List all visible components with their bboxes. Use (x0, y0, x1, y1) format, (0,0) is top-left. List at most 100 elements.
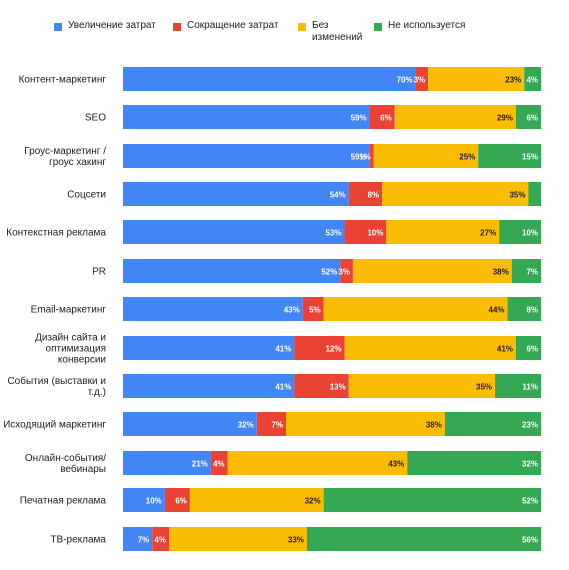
bar-segment (227, 451, 408, 475)
bar-segment (373, 144, 479, 168)
category-label: Онлайн-события/вебинары (25, 452, 106, 475)
data-label: 6% (380, 114, 392, 123)
bar-segment (294, 336, 345, 360)
legend-swatch-increase (54, 23, 62, 31)
bar-segment (294, 374, 349, 398)
legend-label-decrease: Сокращение затрат (187, 20, 279, 31)
bar-segment (507, 297, 541, 321)
data-label: 1% (359, 153, 371, 162)
category-label: Контекстная реклама (6, 228, 106, 239)
data-label: 43% (388, 460, 404, 469)
bar-segment (444, 412, 541, 436)
bar-segment (123, 488, 165, 512)
data-label: 32% (522, 460, 538, 469)
bar-segment (344, 336, 516, 360)
data-label: 29% (497, 114, 513, 123)
data-label: 10% (367, 229, 383, 238)
data-label: 41% (497, 345, 513, 354)
bar-segment (123, 67, 416, 91)
bar-segment (478, 144, 541, 168)
data-label: 4% (154, 536, 166, 545)
bar-segment (344, 220, 387, 244)
category-label: Email-маркетинг (31, 305, 107, 316)
category-label: Гроус-маркетинг / гроус хакинг (24, 146, 106, 168)
bar-segment (348, 182, 383, 206)
data-label: 6% (526, 345, 538, 354)
bar-segment (123, 259, 341, 283)
bar-segment (123, 412, 257, 436)
bar-segment (189, 488, 324, 512)
legend-swatch-unused (374, 23, 382, 31)
data-label: 44% (489, 306, 505, 315)
bar-segment (123, 220, 345, 244)
bar-segment (382, 182, 529, 206)
category-label: PR (92, 267, 106, 278)
bar-segment (123, 336, 295, 360)
data-label: 15% (522, 153, 538, 162)
data-label: 70% (397, 76, 413, 85)
bar-segment (123, 527, 153, 551)
bar-segment (123, 105, 370, 129)
bar-segment (407, 451, 541, 475)
category-label: События (выставки и т.д.) (7, 375, 106, 398)
legend-item-unused: Не используется (374, 20, 465, 32)
legend-item-increase: Увеличение затрат (54, 20, 156, 32)
data-label: 43% (284, 306, 300, 315)
bar-segment (499, 220, 541, 244)
legend-swatch-decrease (173, 23, 181, 31)
data-label: 23% (522, 421, 538, 430)
bar-segment (164, 488, 190, 512)
category-label: ТВ-реклама (50, 535, 106, 546)
bar-segment (123, 297, 303, 321)
data-label: 52% (522, 497, 538, 506)
data-label: 5% (309, 306, 321, 315)
data-label: 52% (321, 268, 337, 277)
legend-label-unchanged: Без изменений (312, 20, 363, 43)
data-label: 3% (338, 268, 350, 277)
data-label: 32% (238, 421, 254, 430)
data-label: 27% (480, 229, 496, 238)
bar-segment (394, 105, 516, 129)
data-label: 41% (275, 383, 291, 392)
data-label: 21% (192, 460, 208, 469)
data-label: 6% (175, 497, 187, 506)
data-label: 35% (476, 383, 492, 392)
bar-segment (415, 67, 429, 91)
data-label: 56% (522, 536, 538, 545)
data-label: 38% (426, 421, 442, 430)
bar-segment (123, 144, 370, 168)
data-label: 7% (526, 268, 538, 277)
legend-item-decrease: Сокращение затрат (173, 20, 278, 32)
data-label: 41% (275, 345, 291, 354)
data-label: 23% (505, 76, 521, 85)
data-label: 12% (326, 345, 342, 354)
bar-segment (369, 144, 374, 168)
data-label: 11% (522, 383, 538, 392)
bar-segment (256, 412, 287, 436)
bar-segment (348, 374, 496, 398)
category-label: Печатная реклама (20, 496, 107, 507)
data-label: 6% (526, 114, 538, 123)
bar-segment (528, 182, 541, 206)
legend: Увеличение затрат Сокращение затрат Без … (54, 20, 554, 50)
bar-segment (352, 259, 512, 283)
category-label: Дизайн сайта и оптимизация конверсии (35, 333, 106, 366)
bar-segment (210, 451, 228, 475)
bar-segment (515, 105, 541, 129)
data-label: 38% (493, 268, 509, 277)
data-label: 53% (326, 229, 342, 238)
bar-segment (428, 67, 525, 91)
data-label: 25% (459, 153, 475, 162)
data-label: 13% (330, 383, 346, 392)
data-label: 54% (330, 191, 346, 200)
category-label: Контент-маркетинг (19, 75, 107, 86)
bar-segment (152, 527, 169, 551)
bar-segment (495, 374, 541, 398)
bar-segment (340, 259, 353, 283)
bar-segment (302, 297, 324, 321)
bar-segment (168, 527, 307, 551)
data-label: 59% (351, 153, 367, 162)
data-label: 35% (509, 191, 525, 200)
bar-segment (123, 374, 295, 398)
